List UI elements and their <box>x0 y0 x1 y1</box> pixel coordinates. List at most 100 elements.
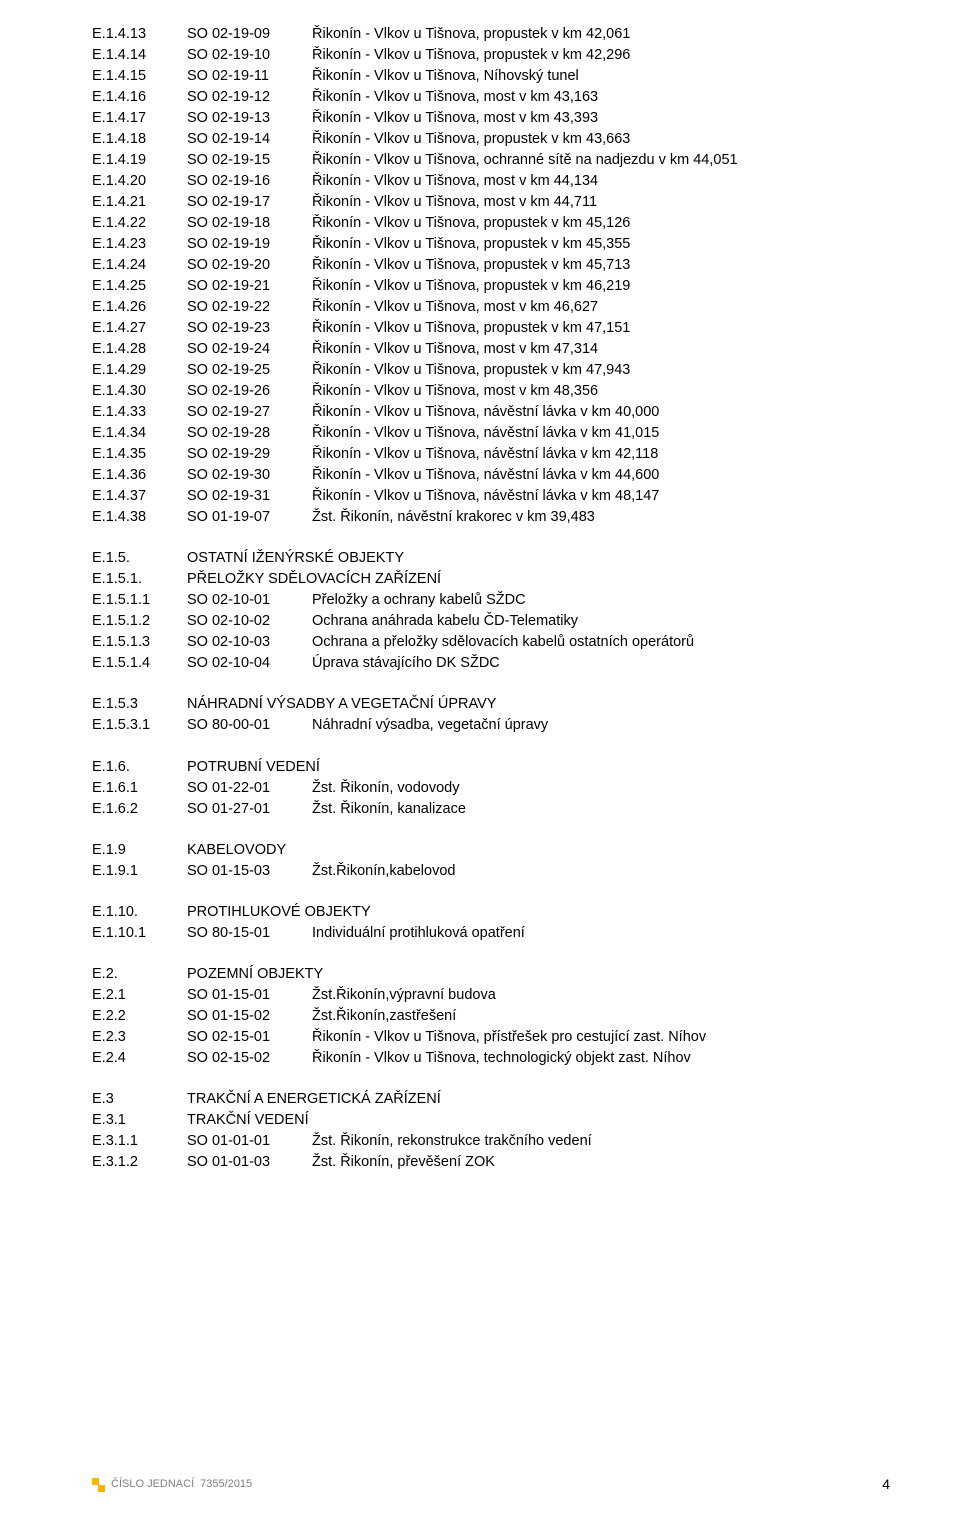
table-row: E.1.4.34SO 02-19-28Řikonín - Vlkov u Tiš… <box>92 423 890 444</box>
row-code: E.1.4.27 <box>92 318 187 339</box>
row-description: Řikonín - Vlkov u Tišnova, propustek v k… <box>312 213 890 234</box>
row-code: E.3.1 <box>92 1110 187 1131</box>
row-description: Řikonín - Vlkov u Tišnova, most v km 46,… <box>312 297 890 318</box>
table-row: E.1.9.1SO 01-15-03Žst.Řikonín,kabelovod <box>92 861 890 882</box>
row-code: E.2. <box>92 964 187 985</box>
row-description: Žst. Řikonín, převěšení ZOK <box>312 1152 890 1173</box>
row-so-code: SO 02-19-28 <box>187 423 312 444</box>
row-code: E.1.4.25 <box>92 276 187 297</box>
table-row: E.1.4.29SO 02-19-25Řikonín - Vlkov u Tiš… <box>92 360 890 381</box>
row-description: Žst.Řikonín,kabelovod <box>312 861 890 882</box>
table-row: E.3.1TRAKČNÍ VEDENÍ <box>92 1110 890 1131</box>
row-so-code: SO 02-19-21 <box>187 276 312 297</box>
row-so-code: SO 02-19-29 <box>187 444 312 465</box>
row-code: E.1.4.35 <box>92 444 187 465</box>
row-description: Úprava stávajícího DK SŽDC <box>312 653 890 674</box>
row-so-code: SO 01-19-07 <box>187 507 312 528</box>
row-code: E.3.1.1 <box>92 1131 187 1152</box>
row-so-code: SO 02-19-19 <box>187 234 312 255</box>
row-description: Řikonín - Vlkov u Tišnova, propustek v k… <box>312 24 890 45</box>
row-code: E.2.1 <box>92 985 187 1006</box>
row-description: Žst. Řikonín, návěstní krakorec v km 39,… <box>312 507 890 528</box>
row-code: E.1.4.33 <box>92 402 187 423</box>
row-so-code: SO 01-27-01 <box>187 799 312 820</box>
footer-reference: ČÍSLO JEDNACÍ 7355/2015 <box>92 1478 252 1490</box>
table-row: E.3.1.2SO 01-01-03Žst. Řikonín, převěšen… <box>92 1152 890 1173</box>
table-row: E.3TRAKČNÍ A ENERGETICKÁ ZAŘÍZENÍ <box>92 1089 890 1110</box>
row-description: Řikonín - Vlkov u Tišnova, most v km 48,… <box>312 381 890 402</box>
footer-ref-label: ČÍSLO JEDNACÍ <box>111 1478 194 1490</box>
document-page: E.1.4.13SO 02-19-09Řikonín - Vlkov u Tiš… <box>0 0 960 1518</box>
row-code: E.1.4.17 <box>92 108 187 129</box>
row-so-code: SO 02-19-27 <box>187 402 312 423</box>
section-title: POZEMNÍ OBJEKTY <box>187 964 323 985</box>
row-description: Řikonín - Vlkov u Tišnova, most v km 44,… <box>312 192 890 213</box>
table-row: E.1.4.19SO 02-19-15Řikonín - Vlkov u Tiš… <box>92 150 890 171</box>
table-row: E.1.4.25SO 02-19-21Řikonín - Vlkov u Tiš… <box>92 276 890 297</box>
row-so-code: SO 02-19-22 <box>187 297 312 318</box>
row-description: Žst. Řikonín, kanalizace <box>312 799 890 820</box>
table-row: E.2.3SO 02-15-01Řikonín - Vlkov u Tišnov… <box>92 1027 890 1048</box>
row-so-code: SO 02-19-23 <box>187 318 312 339</box>
table-row: E.1.4.30SO 02-19-26Řikonín - Vlkov u Tiš… <box>92 381 890 402</box>
row-so-code: SO 02-19-25 <box>187 360 312 381</box>
row-description: Řikonín - Vlkov u Tišnova, propustek v k… <box>312 234 890 255</box>
table-row: E.1.4.18SO 02-19-14Řikonín - Vlkov u Tiš… <box>92 129 890 150</box>
row-description: Řikonín - Vlkov u Tišnova, most v km 47,… <box>312 339 890 360</box>
table-row: E.1.5.1.3SO 02-10-03Ochrana a přeložky s… <box>92 632 890 653</box>
row-code: E.1.6.2 <box>92 799 187 820</box>
row-code: E.1.4.26 <box>92 297 187 318</box>
row-so-code: SO 02-19-13 <box>187 108 312 129</box>
row-code: E.1.5. <box>92 548 187 569</box>
section-title: OSTATNÍ IŽENÝRSKÉ OBJEKTY <box>187 548 404 569</box>
row-code: E.1.4.29 <box>92 360 187 381</box>
row-so-code: SO 01-15-02 <box>187 1006 312 1027</box>
block-spacer <box>92 528 890 548</box>
section-title: NÁHRADNÍ VÝSADBY A VEGETAČNÍ ÚPRAVY <box>187 694 496 715</box>
table-row: E.1.4.14SO 02-19-10Řikonín - Vlkov u Tiš… <box>92 45 890 66</box>
table-row: E.1.4.26SO 02-19-22Řikonín - Vlkov u Tiš… <box>92 297 890 318</box>
row-code: E.1.10.1 <box>92 923 187 944</box>
row-so-code: SO 02-10-04 <box>187 653 312 674</box>
row-so-code: SO 02-19-16 <box>187 171 312 192</box>
row-description: Řikonín - Vlkov u Tišnova, propustek v k… <box>312 255 890 276</box>
table-row: E.2.POZEMNÍ OBJEKTY <box>92 964 890 985</box>
row-code: E.1.4.20 <box>92 171 187 192</box>
row-description: Řikonín - Vlkov u Tišnova, Níhovský tune… <box>312 66 890 87</box>
table-row: E.1.10.PROTIHLUKOVÉ OBJEKTY <box>92 902 890 923</box>
square-icon <box>98 1485 105 1492</box>
row-description: Žst. Řikonín, rekonstrukce trakčního ved… <box>312 1131 890 1152</box>
row-description: Ochrana anáhrada kabelu ČD-Telematiky <box>312 611 890 632</box>
block-spacer <box>92 737 890 757</box>
row-code: E.2.4 <box>92 1048 187 1069</box>
row-code: E.1.4.38 <box>92 507 187 528</box>
table-row: E.1.4.24SO 02-19-20Řikonín - Vlkov u Tiš… <box>92 255 890 276</box>
row-code: E.1.4.24 <box>92 255 187 276</box>
row-so-code: SO 02-19-10 <box>187 45 312 66</box>
row-so-code: SO 01-15-03 <box>187 861 312 882</box>
row-so-code: SO 02-19-26 <box>187 381 312 402</box>
section-title: PROTIHLUKOVÉ OBJEKTY <box>187 902 371 923</box>
table-row: E.2.4SO 02-15-02Řikonín - Vlkov u Tišnov… <box>92 1048 890 1069</box>
table-row: E.1.5.1.PŘELOŽKY SDĚLOVACÍCH ZAŘÍZENÍ <box>92 569 890 590</box>
row-code: E.1.5.1.3 <box>92 632 187 653</box>
row-code: E.1.5.1.2 <box>92 611 187 632</box>
table-row: E.1.4.27SO 02-19-23Řikonín - Vlkov u Tiš… <box>92 318 890 339</box>
row-description: Žst.Řikonín,zastřešení <box>312 1006 890 1027</box>
row-code: E.3.1.2 <box>92 1152 187 1173</box>
row-description: Ochrana a přeložky sdělovacích kabelů os… <box>312 632 890 653</box>
row-code: E.1.5.3.1 <box>92 715 187 736</box>
row-code: E.1.4.14 <box>92 45 187 66</box>
table-row: E.1.4.16SO 02-19-12Řikonín - Vlkov u Tiš… <box>92 87 890 108</box>
block-spacer <box>92 944 890 964</box>
page-number: 4 <box>882 1476 890 1492</box>
row-description: Řikonín - Vlkov u Tišnova, návěstní lávk… <box>312 486 890 507</box>
table-row: E.1.5.3NÁHRADNÍ VÝSADBY A VEGETAČNÍ ÚPRA… <box>92 694 890 715</box>
row-code: E.1.4.13 <box>92 24 187 45</box>
table-row: E.1.10.1SO 80-15-01Individuální protihlu… <box>92 923 890 944</box>
table-row: E.1.5.1.1SO 02-10-01Přeložky a ochrany k… <box>92 590 890 611</box>
row-description: Řikonín - Vlkov u Tišnova, návěstní lávk… <box>312 423 890 444</box>
row-so-code: SO 02-10-03 <box>187 632 312 653</box>
row-description: Řikonín - Vlkov u Tišnova, most v km 44,… <box>312 171 890 192</box>
row-so-code: SO 02-19-09 <box>187 24 312 45</box>
